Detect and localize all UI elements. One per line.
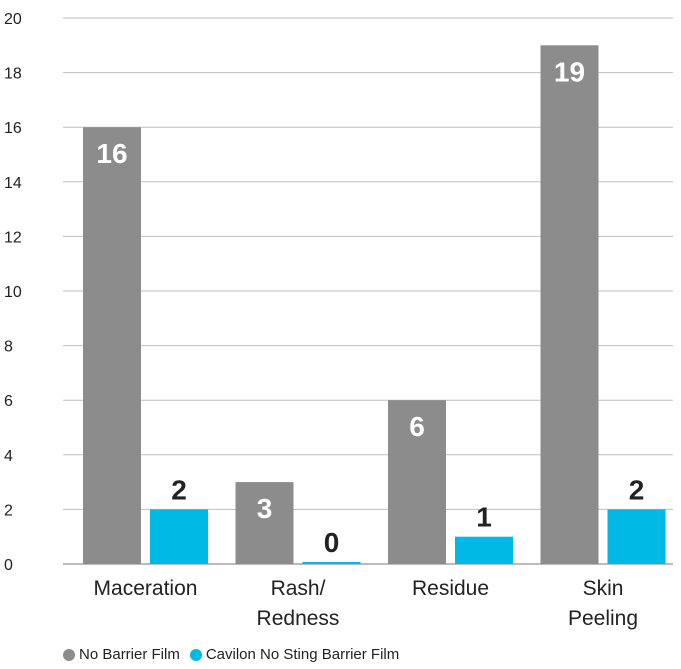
category-label: Rash/ bbox=[271, 577, 326, 600]
data-label: 19 bbox=[554, 56, 585, 87]
bar-chart: 02468101214161820162Maceration30Rash/Red… bbox=[4, 11, 673, 630]
bar bbox=[388, 400, 446, 564]
data-label: 16 bbox=[96, 138, 127, 169]
legend-swatch-icon bbox=[63, 648, 75, 661]
legend-label: Cavilon No Sting Barrier Film bbox=[205, 646, 400, 663]
data-label: 3 bbox=[257, 493, 273, 524]
data-label: 0 bbox=[324, 527, 340, 558]
y-tick-label: 8 bbox=[4, 339, 13, 356]
data-label: 2 bbox=[171, 474, 187, 505]
bar bbox=[235, 482, 294, 564]
bar bbox=[302, 562, 361, 564]
category-label: Skin bbox=[583, 577, 624, 600]
y-tick-label: 20 bbox=[4, 11, 22, 28]
bar bbox=[150, 509, 208, 564]
category-label: Maceration bbox=[94, 577, 198, 600]
y-tick-label: 16 bbox=[4, 120, 22, 137]
legend-item-no-barrier-film: No Barrier Film bbox=[63, 646, 180, 663]
category-label: Peeling bbox=[568, 607, 638, 630]
y-tick-label: 10 bbox=[4, 284, 22, 301]
category-label: Redness bbox=[257, 607, 340, 630]
data-label: 1 bbox=[476, 502, 492, 533]
y-tick-label: 6 bbox=[4, 393, 13, 410]
category-label: Residue bbox=[412, 577, 489, 600]
legend-item-cavilon: Cavilon No Sting Barrier Film bbox=[189, 646, 400, 663]
legend: No Barrier Film Cavilon No Sting Barrier… bbox=[63, 646, 409, 663]
bar bbox=[83, 127, 141, 564]
legend-swatch-icon bbox=[189, 648, 202, 661]
legend-label: No Barrier Film bbox=[79, 646, 180, 663]
y-tick-label: 0 bbox=[4, 557, 13, 574]
y-tick-label: 2 bbox=[4, 502, 13, 519]
y-tick-label: 14 bbox=[4, 175, 22, 192]
data-label: 2 bbox=[629, 474, 645, 505]
bar bbox=[607, 509, 666, 564]
y-tick-label: 4 bbox=[4, 448, 13, 465]
bar bbox=[540, 45, 599, 565]
data-label: 6 bbox=[409, 411, 425, 442]
y-tick-label: 18 bbox=[4, 66, 22, 83]
y-tick-label: 12 bbox=[4, 229, 22, 246]
bar bbox=[455, 536, 513, 564]
